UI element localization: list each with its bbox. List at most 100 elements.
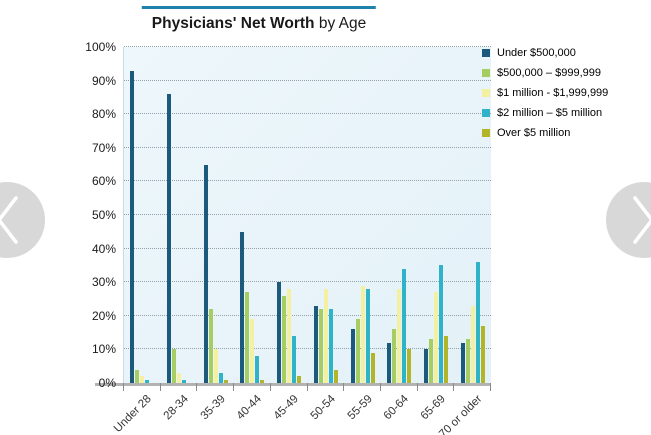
bar	[277, 282, 282, 383]
bar	[203, 164, 208, 383]
bar	[208, 309, 213, 383]
bar	[255, 356, 260, 383]
legend-item: Over $5 million	[482, 127, 608, 139]
bar	[370, 352, 375, 383]
legend-swatch-icon	[482, 128, 490, 137]
bar-group-45-49	[271, 47, 308, 383]
bar	[260, 379, 265, 383]
bar-group-65-69	[418, 47, 455, 383]
chart-title-suffix: by Age	[314, 15, 367, 32]
x-tick-label: 60-64	[381, 393, 412, 423]
bar	[433, 292, 438, 383]
x-tick-label: 55-59	[345, 393, 375, 423]
bar	[240, 231, 245, 383]
carousel-next-button[interactable]	[606, 182, 651, 258]
legend-swatch-icon	[482, 68, 490, 77]
x-tick-label: 65-69	[418, 393, 448, 423]
bar	[223, 379, 228, 383]
x-tick-label: Under 28	[112, 393, 155, 435]
gridline-50%	[124, 214, 491, 215]
legend-swatch-icon	[482, 88, 490, 97]
bar	[475, 262, 480, 383]
bar	[423, 349, 428, 383]
legend-label: $2 million – $5 million	[497, 106, 603, 119]
gridline-40%	[124, 247, 491, 249]
bar	[360, 285, 365, 383]
gridline-60%	[124, 180, 491, 182]
bar	[292, 335, 297, 383]
bar	[182, 379, 187, 383]
bar	[387, 342, 392, 383]
bar	[407, 349, 412, 383]
x-axis-tick	[379, 383, 381, 391]
legend-item: Under $500,000	[482, 47, 608, 59]
chevron-left-icon	[0, 196, 18, 244]
x-tick-label: 28-34	[161, 393, 191, 423]
bar	[392, 329, 397, 383]
x-axis-tick	[416, 383, 418, 391]
y-tick-label: 20%	[91, 308, 116, 323]
x-tick-label: 50-54	[308, 393, 338, 423]
bar-group-50-54	[308, 47, 345, 383]
bar	[470, 305, 475, 383]
carousel-prev-button[interactable]	[0, 182, 45, 258]
y-tick-label: 80%	[91, 107, 116, 122]
legend-label: $1 million - $1,999,999	[497, 86, 609, 99]
bar	[328, 309, 333, 383]
bar	[250, 319, 255, 383]
bar	[365, 288, 370, 383]
y-tick-label: 10%	[91, 342, 116, 357]
chart-title: Physicians' Net Worth by Age	[141, 6, 377, 33]
bar	[428, 339, 433, 383]
x-tick-label: 40-44	[235, 393, 265, 423]
bar-group-40-44	[234, 47, 271, 383]
y-tick-label: 40%	[91, 241, 116, 256]
bar	[402, 268, 407, 383]
x-axis-line	[95, 383, 490, 386]
chevron-right-icon	[633, 196, 651, 244]
bar	[177, 372, 182, 383]
y-tick-label: 50%	[91, 208, 116, 222]
chart-title-main: Physicians' Net Worth	[151, 15, 315, 32]
bar	[213, 349, 218, 383]
y-tick-label: 30%	[91, 275, 116, 290]
legend-item: $1 million - $1,999,999	[482, 86, 609, 99]
bar	[318, 309, 323, 383]
x-axis-tick	[159, 383, 161, 391]
x-axis-tick	[196, 383, 198, 391]
bar	[140, 376, 145, 383]
bar	[323, 288, 328, 383]
y-tick-label: 100%	[85, 40, 116, 54]
legend-swatch-icon	[482, 48, 490, 57]
chart-legend: Under $500,000 $500,000 – $999,999 $1 mill…	[482, 47, 608, 147]
y-tick-label: 0%	[98, 376, 116, 390]
bar-group-55-59	[344, 47, 381, 383]
bar	[443, 335, 448, 383]
bar	[245, 292, 250, 383]
legend-item: $500,000 – $999,999	[482, 67, 608, 79]
bar	[465, 339, 470, 383]
bar	[480, 325, 485, 383]
bar	[313, 305, 318, 383]
bar	[355, 319, 360, 383]
bar	[167, 94, 172, 383]
x-axis-tick	[490, 383, 491, 391]
bar	[438, 265, 443, 383]
bar	[218, 372, 223, 383]
x-tick-label: 35-39	[198, 393, 228, 423]
y-tick-label: 90%	[91, 73, 116, 88]
bar	[135, 369, 140, 383]
bar	[287, 288, 292, 383]
x-axis-tick	[453, 383, 455, 391]
x-axis-tick	[306, 383, 308, 391]
gridline-20%	[124, 314, 491, 316]
bar	[145, 379, 150, 383]
gridline-90%	[124, 79, 491, 81]
bar	[397, 288, 402, 383]
legend-item: $2 million – $5 million	[482, 106, 608, 119]
y-tick-label: 60%	[91, 174, 116, 189]
bar-group-35-39	[197, 47, 234, 383]
bar-group-28-34	[161, 47, 198, 383]
x-axis-tick	[123, 383, 124, 391]
